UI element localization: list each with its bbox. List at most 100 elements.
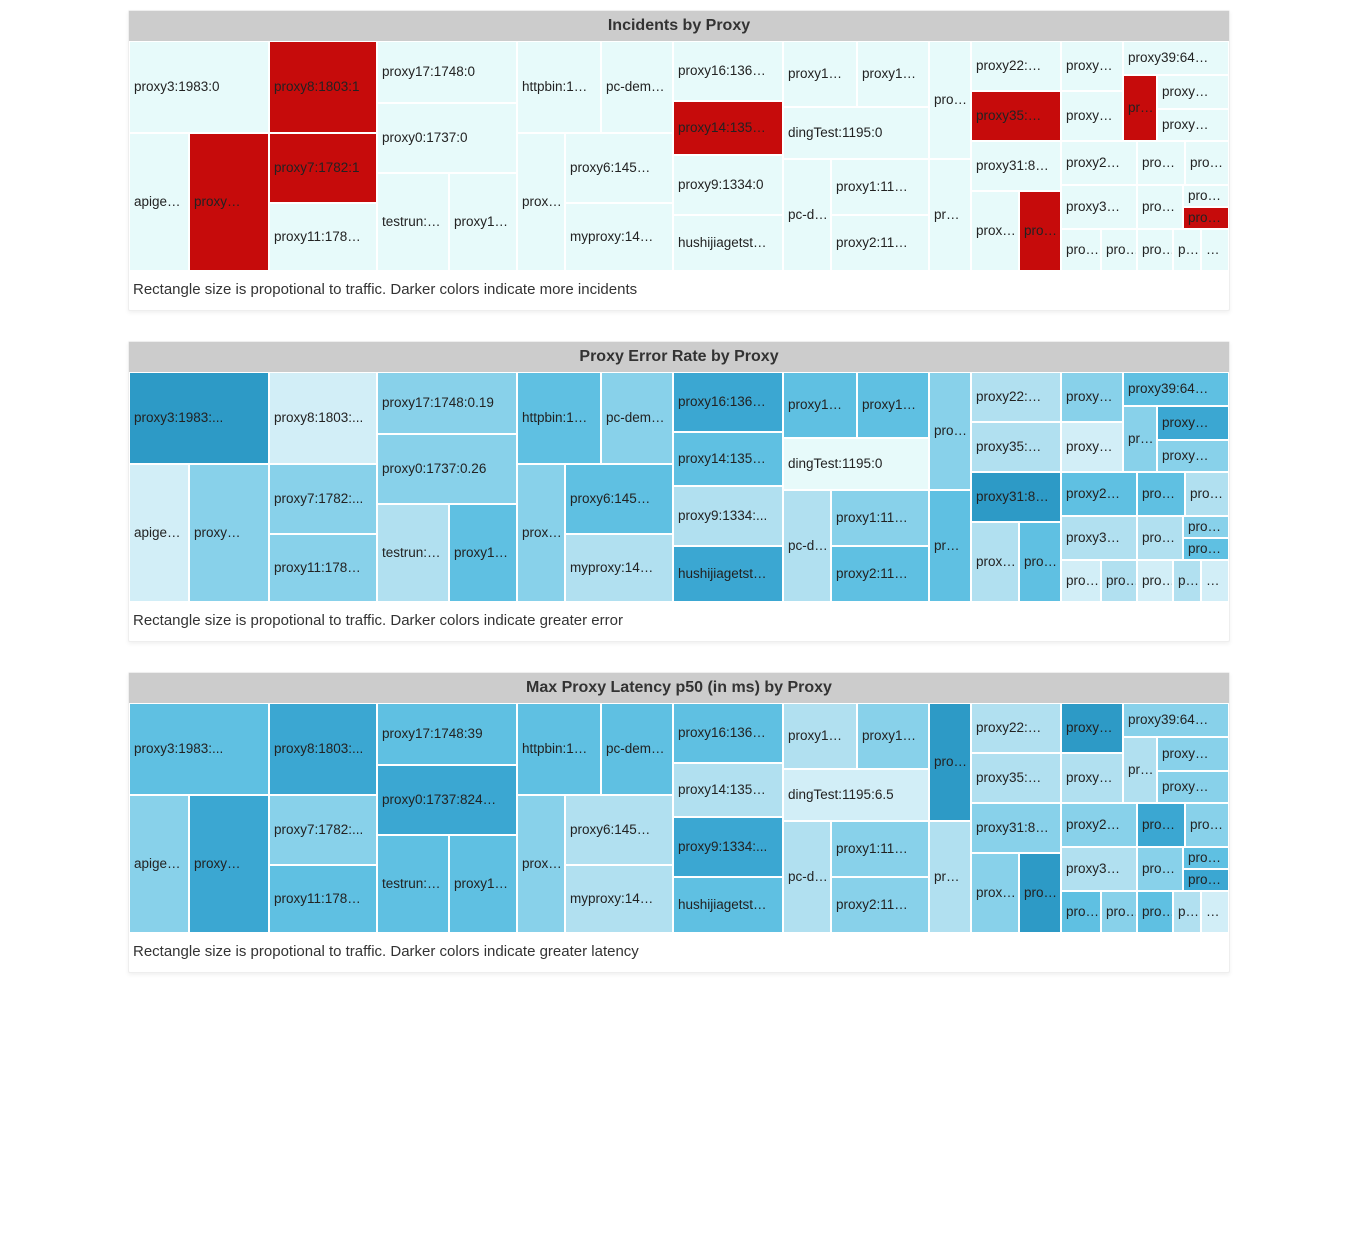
treemap-cell[interactable]: … xyxy=(1201,560,1229,602)
treemap-cell[interactable]: pro… xyxy=(1183,538,1229,560)
treemap-cell[interactable]: pro… xyxy=(1137,803,1185,847)
treemap-cell[interactable]: proxy16:136… xyxy=(673,703,783,763)
treemap-cell[interactable]: proxy… xyxy=(1061,703,1123,753)
treemap-cell[interactable]: pc-d… xyxy=(783,490,831,602)
treemap-cell[interactable]: proxy17:1748:0.19 xyxy=(377,372,517,434)
treemap-cell[interactable]: prox… xyxy=(517,795,565,933)
treemap-cell[interactable]: proxy35:… xyxy=(971,422,1061,472)
treemap-cell[interactable]: pro… xyxy=(1185,141,1229,185)
treemap-cell[interactable]: proxy31:8… xyxy=(971,141,1061,191)
treemap-cell[interactable]: proxy… xyxy=(1157,440,1229,472)
treemap-cell[interactable]: pro… xyxy=(929,703,971,821)
treemap-cell[interactable]: proxy31:8… xyxy=(971,472,1061,522)
treemap-cell[interactable]: pro… xyxy=(1137,516,1183,560)
treemap-cell[interactable]: pro… xyxy=(1183,207,1229,229)
treemap-cell[interactable]: proxy… xyxy=(1157,75,1229,109)
treemap-cell[interactable]: proxy22:… xyxy=(971,41,1061,91)
treemap-cell[interactable]: proxy6:145… xyxy=(565,795,673,865)
treemap-cell[interactable]: proxy14:135… xyxy=(673,101,783,155)
treemap-cell[interactable]: pro… xyxy=(929,372,971,490)
treemap-cell[interactable]: pro… xyxy=(1185,803,1229,847)
treemap-cell[interactable]: prox… xyxy=(517,133,565,271)
treemap-cell[interactable]: pro… xyxy=(1019,191,1061,271)
treemap-cell[interactable]: pro… xyxy=(1185,472,1229,516)
treemap-cell[interactable]: proxy3:1983:0 xyxy=(129,41,269,133)
treemap-cell[interactable]: hushijiagetst… xyxy=(673,215,783,271)
treemap-cell[interactable]: proxy11:178… xyxy=(269,534,377,602)
treemap-cell[interactable]: httpbin:1… xyxy=(517,41,601,133)
treemap-cell[interactable]: myproxy:14… xyxy=(565,203,673,271)
treemap-cell[interactable]: pc-dem… xyxy=(601,703,673,795)
treemap-cell[interactable]: … xyxy=(1201,891,1229,933)
treemap-cell[interactable]: pro… xyxy=(1183,516,1229,538)
treemap-cell[interactable]: proxy7:1782:1 xyxy=(269,133,377,203)
treemap-cell[interactable]: proxy6:145… xyxy=(565,464,673,534)
treemap-cell[interactable]: proxy… xyxy=(1061,41,1123,91)
treemap-cell[interactable]: proxy39:64… xyxy=(1123,41,1229,75)
treemap-cell[interactable]: proxy39:64… xyxy=(1123,372,1229,406)
treemap-cell[interactable]: pro… xyxy=(929,41,971,159)
treemap-cell[interactable]: proxy0:1737:0 xyxy=(377,103,517,173)
treemap-cell[interactable]: proxy1… xyxy=(857,41,929,107)
treemap-cell[interactable]: proxy2:11… xyxy=(831,877,929,933)
treemap-cell[interactable]: proxy… xyxy=(1061,753,1123,803)
treemap-cell[interactable]: proxy… xyxy=(1061,422,1123,472)
treemap-cell[interactable]: pro… xyxy=(1101,560,1137,602)
treemap-cell[interactable]: proxy9:1334:... xyxy=(673,486,783,546)
treemap-cell[interactable]: proxy9:1334:0 xyxy=(673,155,783,215)
treemap-cell[interactable]: prox… xyxy=(971,853,1019,933)
treemap-cell[interactable]: prox… xyxy=(971,522,1019,602)
treemap-cell[interactable]: proxy1… xyxy=(783,372,857,438)
treemap-cell[interactable]: prox… xyxy=(971,191,1019,271)
treemap-cell[interactable]: proxy2… xyxy=(1061,472,1137,516)
treemap-cell[interactable]: dingTest:1195:0 xyxy=(783,107,929,159)
treemap-cell[interactable]: pro… xyxy=(1019,522,1061,602)
treemap-cell[interactable]: proxy2:11… xyxy=(831,546,929,602)
treemap-cell[interactable]: proxy2:11… xyxy=(831,215,929,271)
treemap-cell[interactable]: proxy… xyxy=(1157,737,1229,771)
treemap-cell[interactable]: apige… xyxy=(129,795,189,933)
treemap-cell[interactable]: proxy3:1983:... xyxy=(129,372,269,464)
treemap-cell[interactable]: myproxy:14… xyxy=(565,534,673,602)
treemap-cell[interactable]: proxy3… xyxy=(1061,516,1137,560)
treemap-cell[interactable]: apige… xyxy=(129,464,189,602)
treemap-cell[interactable]: pc-dem… xyxy=(601,372,673,464)
treemap-cell[interactable]: proxy1… xyxy=(449,835,517,933)
treemap-cell[interactable]: proxy7:1782:... xyxy=(269,464,377,534)
treemap-cell[interactable]: testrun:… xyxy=(377,504,449,602)
treemap-cell[interactable]: proxy8:1803:1 xyxy=(269,41,377,133)
treemap-cell[interactable]: pro… xyxy=(1061,229,1101,271)
treemap-cell[interactable]: proxy1:11… xyxy=(831,821,929,877)
treemap-cell[interactable]: pro… xyxy=(1061,560,1101,602)
treemap-cell[interactable]: pr… xyxy=(1123,406,1157,472)
treemap-cell[interactable]: proxy… xyxy=(1061,91,1123,141)
treemap-cell[interactable]: httpbin:1… xyxy=(517,372,601,464)
treemap-cell[interactable]: proxy… xyxy=(1157,771,1229,803)
treemap-cell[interactable]: proxy0:1737:824… xyxy=(377,765,517,835)
treemap-cell[interactable]: pro… xyxy=(1137,560,1173,602)
treemap-cell[interactable]: pro… xyxy=(1183,869,1229,891)
treemap-cell[interactable]: pc-dem… xyxy=(601,41,673,133)
treemap-cell[interactable]: proxy39:64… xyxy=(1123,703,1229,737)
treemap-cell[interactable]: hushijiagetst… xyxy=(673,546,783,602)
treemap-cell[interactable]: proxy35:… xyxy=(971,753,1061,803)
treemap-cell[interactable]: proxy9:1334:... xyxy=(673,817,783,877)
treemap-cell[interactable]: proxy0:1737:0.26 xyxy=(377,434,517,504)
treemap-cell[interactable]: proxy2… xyxy=(1061,141,1137,185)
treemap-cell[interactable]: dingTest:1195:6.5 xyxy=(783,769,929,821)
treemap-cell[interactable]: proxy6:145… xyxy=(565,133,673,203)
treemap-cell[interactable]: proxy3:1983:... xyxy=(129,703,269,795)
treemap-cell[interactable]: prox… xyxy=(517,464,565,602)
treemap-cell[interactable]: proxy8:1803:... xyxy=(269,703,377,795)
treemap-cell[interactable]: proxy1:11… xyxy=(831,490,929,546)
treemap-cell[interactable]: … xyxy=(1201,229,1229,271)
treemap-cell[interactable]: proxy14:135… xyxy=(673,432,783,486)
treemap-cell[interactable]: proxy1… xyxy=(449,173,517,271)
treemap-cell[interactable]: proxy1… xyxy=(857,372,929,438)
treemap-cell[interactable]: p… xyxy=(1173,560,1201,602)
treemap-cell[interactable]: pr… xyxy=(1123,737,1157,803)
treemap-cell[interactable]: pro… xyxy=(1137,141,1185,185)
treemap-cell[interactable]: pro… xyxy=(1101,229,1137,271)
treemap-cell[interactable]: proxy… xyxy=(1157,406,1229,440)
treemap-cell[interactable]: pr… xyxy=(929,821,971,933)
